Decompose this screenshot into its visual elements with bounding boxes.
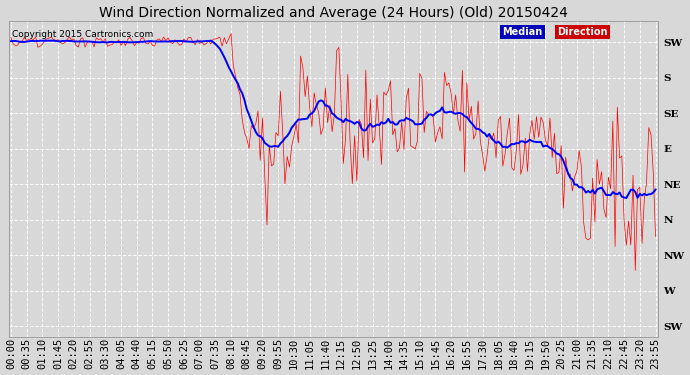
Text: Copyright 2015 Cartronics.com: Copyright 2015 Cartronics.com [12,30,153,39]
Text: Median: Median [502,27,542,37]
Text: Direction: Direction [557,27,608,37]
Title: Wind Direction Normalized and Average (24 Hours) (Old) 20150424: Wind Direction Normalized and Average (2… [99,6,568,20]
